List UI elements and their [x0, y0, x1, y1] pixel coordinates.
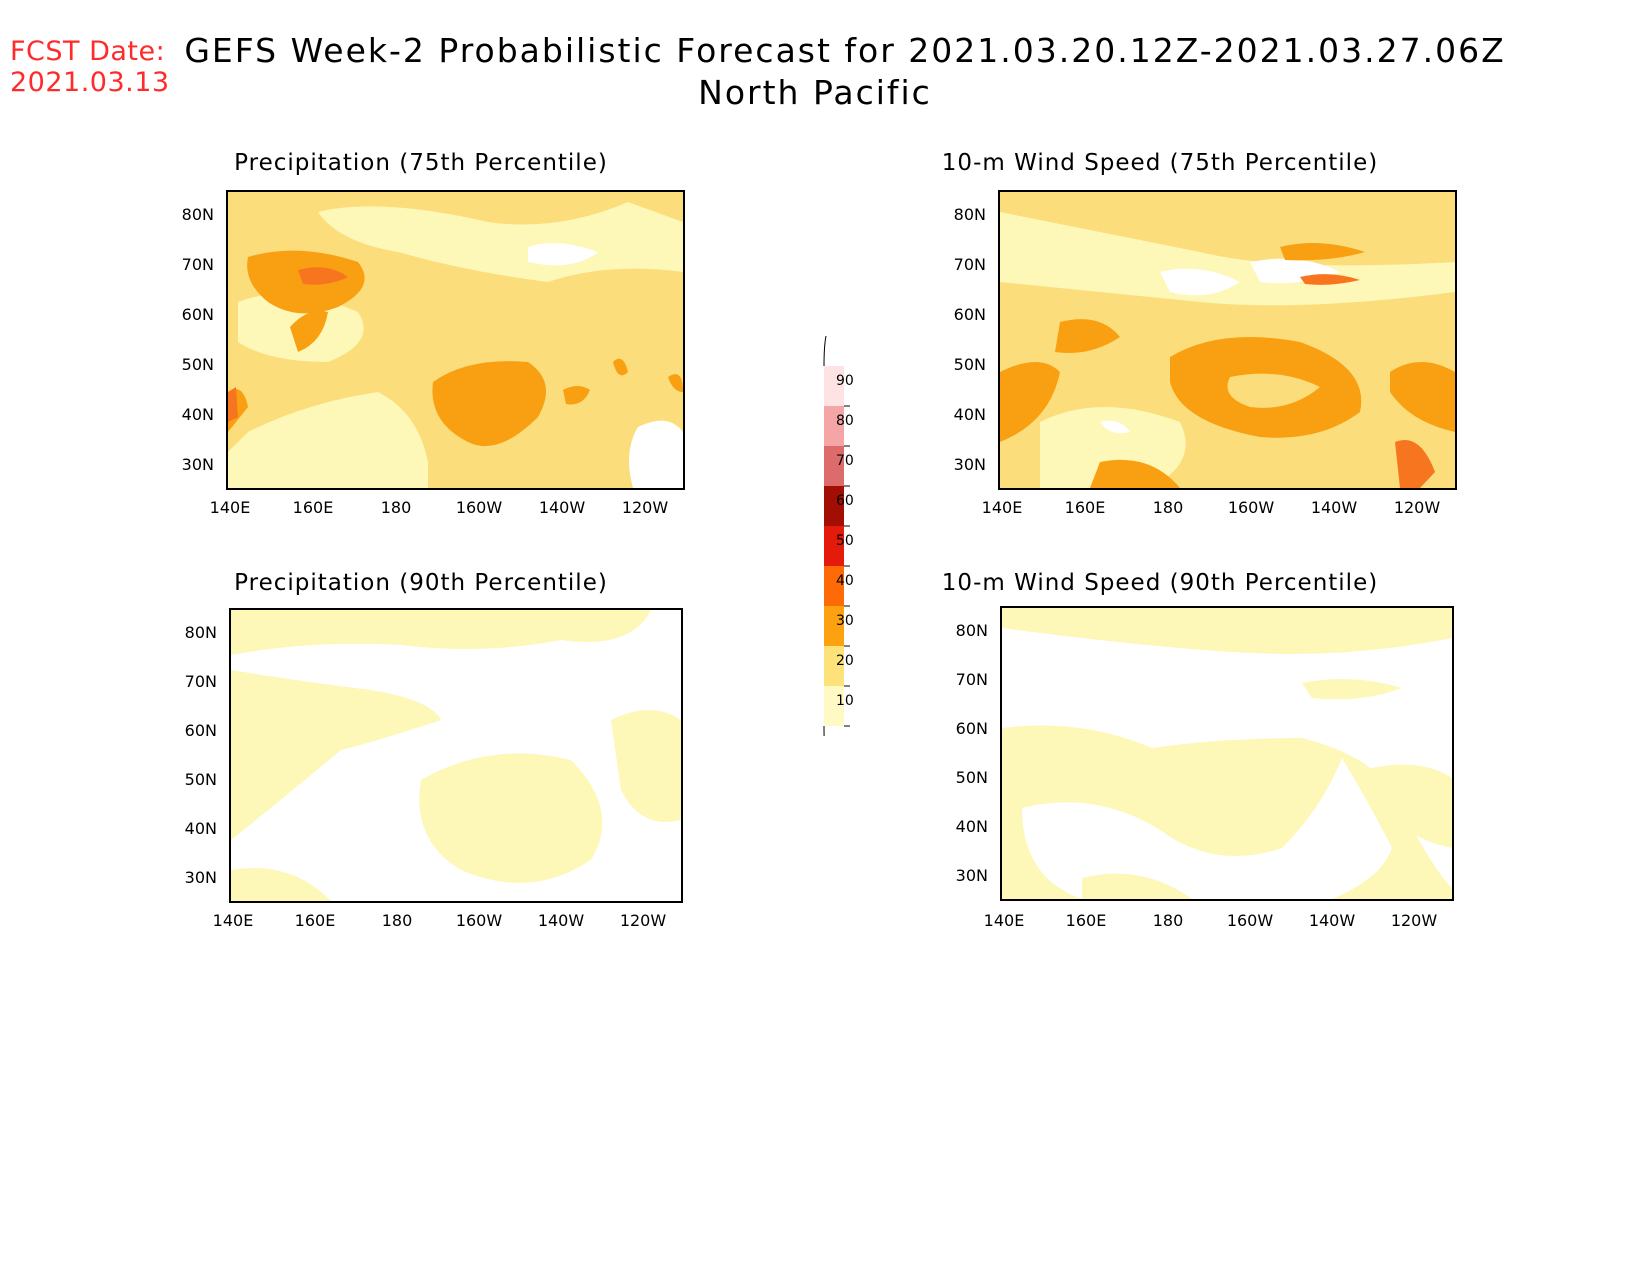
panel-title-wind75: 10-m Wind Speed (75th Percentile): [941, 150, 1379, 176]
map-precip90: [229, 608, 683, 903]
colorbar-label-10: 10: [836, 693, 854, 709]
region-title: North Pacific: [698, 73, 932, 112]
lon-tick-140w: 140W: [1310, 498, 1358, 517]
map-wind75-field: [1000, 192, 1455, 488]
lat-tick-70n: 70N: [953, 255, 986, 274]
colorbar-swatch-70: [824, 446, 844, 486]
lat-tick-30n: 30N: [955, 866, 988, 885]
page-title: GEFS Week-2 Probabilistic Forecast for 2…: [184, 31, 1506, 70]
lat-tick-50n: 50N: [955, 768, 988, 787]
lat-tick-40n: 40N: [955, 817, 988, 836]
lon-tick-180: 180: [381, 911, 413, 930]
colorbar-graphic: [823, 335, 850, 767]
lon-tick-140e: 140E: [212, 911, 254, 930]
map-wind75: [998, 190, 1457, 490]
map-wind90-field: [1002, 608, 1452, 899]
lon-tick-120w: 120W: [1390, 911, 1438, 930]
lon-tick-140w: 140W: [537, 911, 585, 930]
lat-tick-80n: 80N: [953, 205, 986, 224]
colorbar-lower-arrow: [823, 725, 827, 767]
forecast-date-block: FCST Date: 2021.03.13: [10, 36, 170, 98]
colorbar-swatch-80: [824, 406, 844, 446]
colorbar-swatch-40: [824, 566, 844, 606]
lon-tick-160e: 160E: [292, 498, 334, 517]
lat-tick-80n: 80N: [181, 205, 214, 224]
lat-tick-50n: 50N: [184, 770, 217, 789]
map-precip75-field: [228, 192, 683, 488]
lon-tick-160w: 160W: [455, 911, 503, 930]
lon-tick-180: 180: [1152, 498, 1184, 517]
lat-tick-40n: 40N: [181, 405, 214, 424]
lat-tick-50n: 50N: [181, 355, 214, 374]
lat-tick-30n: 30N: [184, 868, 217, 887]
lat-tick-40n: 40N: [184, 819, 217, 838]
panel-title-precip90: Precipitation (90th Percentile): [234, 570, 608, 596]
lon-tick-140e: 140E: [983, 911, 1025, 930]
lon-tick-160e: 160E: [1064, 498, 1106, 517]
lat-tick-70n: 70N: [184, 672, 217, 691]
colorbar-swatch-20: [824, 646, 844, 686]
colorbar-label-80: 80: [836, 413, 854, 429]
fcst-date-value: 2021.03.13: [10, 67, 170, 98]
lon-tick-160w: 160W: [455, 498, 503, 517]
colorbar-label-40: 40: [836, 573, 854, 589]
lat-tick-80n: 80N: [955, 621, 988, 640]
panel-title-precip75: Precipitation (75th Percentile): [234, 150, 608, 176]
lon-tick-140w: 140W: [1308, 911, 1356, 930]
lat-tick-60n: 60N: [955, 719, 988, 738]
lon-tick-180: 180: [1152, 911, 1184, 930]
colorbar-label-90: 90: [836, 373, 854, 389]
lon-tick-120w: 120W: [621, 498, 669, 517]
lon-tick-160w: 160W: [1226, 911, 1274, 930]
lon-tick-180: 180: [380, 498, 412, 517]
lat-tick-40n: 40N: [953, 405, 986, 424]
lon-tick-140e: 140E: [209, 498, 251, 517]
colorbar-label-70: 70: [836, 453, 854, 469]
lat-tick-50n: 50N: [953, 355, 986, 374]
lat-tick-30n: 30N: [953, 455, 986, 474]
main-title-block: GEFS Week-2 Probabilistic Forecast for 2…: [0, 30, 1650, 114]
colorbar-upper-arrow: [823, 335, 827, 367]
lat-tick-30n: 30N: [181, 455, 214, 474]
map-precip75: [226, 190, 685, 490]
map-wind90: [1000, 606, 1454, 901]
colorbar: [812, 335, 872, 767]
colorbar-swatch-60: [824, 486, 844, 526]
lat-tick-70n: 70N: [955, 670, 988, 689]
colorbar-label-20: 20: [836, 653, 854, 669]
colorbar-swatch-10: [824, 686, 844, 726]
lat-tick-60n: 60N: [953, 305, 986, 324]
lat-tick-80n: 80N: [184, 623, 217, 642]
colorbar-label-50: 50: [836, 533, 854, 549]
lon-tick-140w: 140W: [538, 498, 586, 517]
lon-tick-120w: 120W: [1393, 498, 1441, 517]
lat-tick-60n: 60N: [181, 305, 214, 324]
lat-tick-70n: 70N: [181, 255, 214, 274]
lon-tick-120w: 120W: [619, 911, 667, 930]
lon-tick-140e: 140E: [981, 498, 1023, 517]
panel-title-wind90: 10-m Wind Speed (90th Percentile): [941, 570, 1379, 596]
colorbar-swatch-30: [824, 606, 844, 646]
lon-tick-160e: 160E: [1065, 911, 1107, 930]
colorbar-label-60: 60: [836, 493, 854, 509]
lat-tick-60n: 60N: [184, 721, 217, 740]
colorbar-swatch-90: [824, 366, 844, 406]
colorbar-swatch-50: [824, 526, 844, 566]
colorbar-label-30: 30: [836, 613, 854, 629]
fcst-date-label: FCST Date:: [10, 36, 166, 67]
map-precip90-field: [231, 610, 681, 901]
lon-tick-160e: 160E: [294, 911, 336, 930]
lon-tick-160w: 160W: [1227, 498, 1275, 517]
